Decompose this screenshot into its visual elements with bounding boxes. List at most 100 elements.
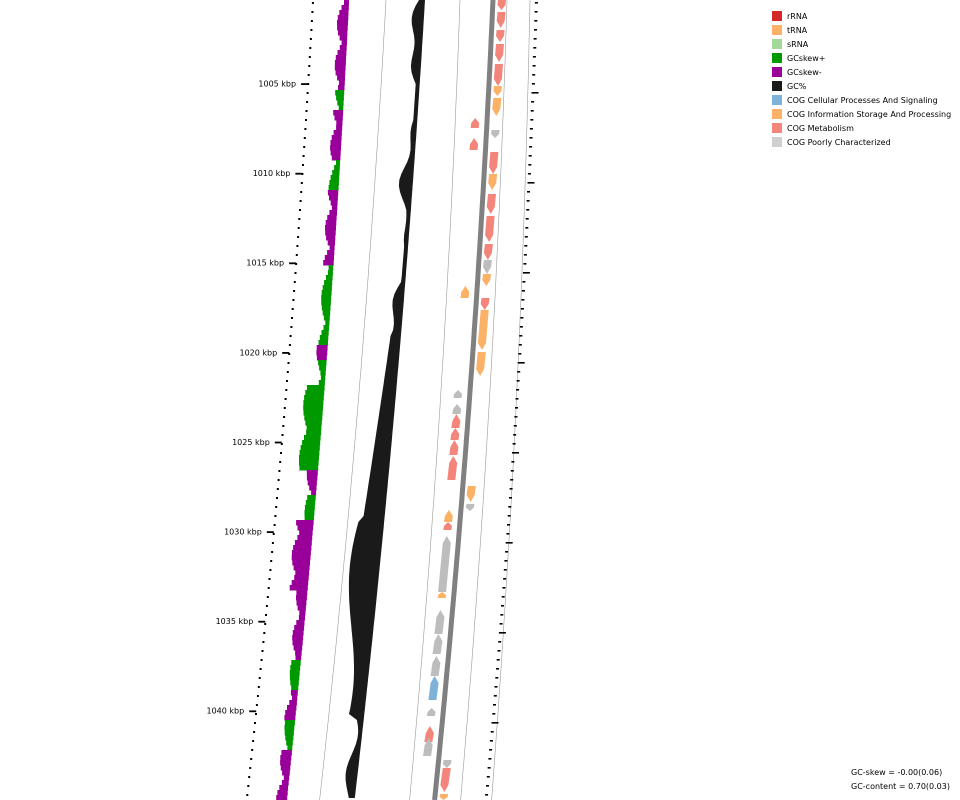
gc-skew-negative (331, 155, 341, 161)
gc-skew-positive (284, 725, 295, 731)
gc-skew-positive (336, 160, 341, 166)
gc-skew-negative (334, 65, 346, 71)
ruler-dot (262, 641, 265, 643)
ruler-dot (276, 488, 279, 490)
gc-skew-negative (339, 45, 347, 51)
gene-feature (496, 30, 505, 42)
ruler-tick (510, 479, 514, 481)
ruler-tick (524, 236, 528, 238)
gc-skew-negative (291, 580, 309, 586)
legend-swatch (772, 81, 782, 91)
ruler-tick (509, 497, 512, 499)
ruler-dot (270, 560, 273, 562)
gc-skew-negative (337, 50, 347, 56)
ruler-tick (507, 515, 511, 517)
legend-label: COG Poorly Characterized (787, 137, 891, 147)
gene-feature (497, 0, 506, 10)
gc-skew-negative (316, 345, 328, 351)
ruler-dot (268, 578, 271, 580)
gene-feature (492, 98, 502, 116)
gc-content-track (345, 0, 425, 798)
gc-skew-positive (304, 395, 324, 401)
gc-skew-negative (325, 220, 337, 226)
gene-feature (496, 12, 506, 28)
gc-skew-negative (297, 605, 306, 611)
gc-skew-negative (307, 480, 317, 486)
ruler-tick (532, 56, 536, 58)
gc-skew-negative (339, 10, 349, 16)
ruler-dot (293, 281, 296, 283)
ruler-dot (275, 506, 278, 508)
gc-skew-positive (325, 320, 330, 326)
ruler-tick (527, 182, 535, 184)
gc-skew-negative (291, 555, 311, 561)
ruler-dot (273, 524, 276, 526)
gc-skew-negative (333, 110, 344, 116)
ruler-dot (308, 65, 311, 67)
ruler-tick (504, 560, 508, 562)
guide-ring (460, 0, 508, 800)
gc-skew-negative (296, 595, 307, 601)
ruler-tick (512, 443, 516, 445)
legend-label: rRNA (787, 11, 808, 21)
ruler-tick (505, 551, 509, 553)
gc-skew-negative (295, 655, 302, 661)
gc-skew-positive (304, 510, 315, 516)
gc-skew-positive (323, 315, 330, 321)
ruler-dot (296, 245, 299, 247)
gc-skew-positive (306, 425, 322, 431)
legend: rRNA tRNA sRNA GCskew+ GCskew- GC% COG Cellula… (772, 9, 951, 149)
ruler-tick (486, 785, 489, 787)
ruler-dot (274, 515, 277, 517)
legend-item: GCskew- (772, 65, 951, 79)
ruler-tick (505, 542, 513, 544)
ruler-tick (529, 137, 533, 139)
gc-skew-negative (297, 535, 313, 541)
ruler-dot (299, 209, 301, 211)
gc-skew-positive (304, 415, 323, 421)
ruler-dot (256, 695, 259, 697)
ruler-dot (295, 254, 298, 256)
ruler-dot (309, 38, 312, 40)
ruler-tick (516, 380, 520, 382)
gc-skew-negative (336, 120, 343, 126)
gc-skew-positive (321, 295, 332, 301)
gc-skew-positive (338, 105, 344, 111)
ruler-tick (501, 596, 505, 598)
gene-feature (426, 708, 436, 716)
gc-skew-positive (303, 405, 323, 411)
ruler-dot (259, 668, 262, 670)
ruler-tick (520, 317, 524, 319)
ruler-tick (515, 407, 518, 409)
ruler-tick (520, 308, 524, 310)
ruler-tick (494, 686, 498, 688)
ruler-dot (291, 308, 294, 310)
legend-label: COG Information Storage And Processing (787, 109, 952, 119)
ruler-dot (252, 740, 255, 742)
gc-skew-positive (303, 410, 323, 416)
ruler-dot (311, 11, 314, 13)
ruler-tick (534, 2, 538, 4)
ruler-tick (525, 227, 529, 229)
ruler-tick (511, 461, 515, 463)
gc-skew-positive (291, 685, 299, 691)
gene-feature (437, 592, 447, 598)
ruler-dot (272, 533, 275, 535)
gc-skew-negative (330, 150, 341, 156)
guide-ring (409, 0, 461, 800)
gc-skew-track (276, 0, 349, 800)
gene-feature (491, 130, 500, 138)
gc-skew-negative (279, 785, 289, 791)
ruler-dot (280, 452, 282, 454)
ruler-dot (255, 704, 258, 706)
gene-feature (478, 310, 489, 350)
ruler-tick (503, 569, 507, 571)
legend-label: COG Metabolism (787, 123, 854, 133)
gc-skew-negative (294, 540, 312, 546)
gene-feature (465, 504, 475, 511)
gc-skew-positive (305, 390, 325, 396)
gc-skew-positive (328, 265, 334, 271)
gc-skew-positive (305, 500, 316, 506)
gc-skew-negative (327, 250, 335, 256)
legend-label: GCskew- (787, 67, 822, 77)
